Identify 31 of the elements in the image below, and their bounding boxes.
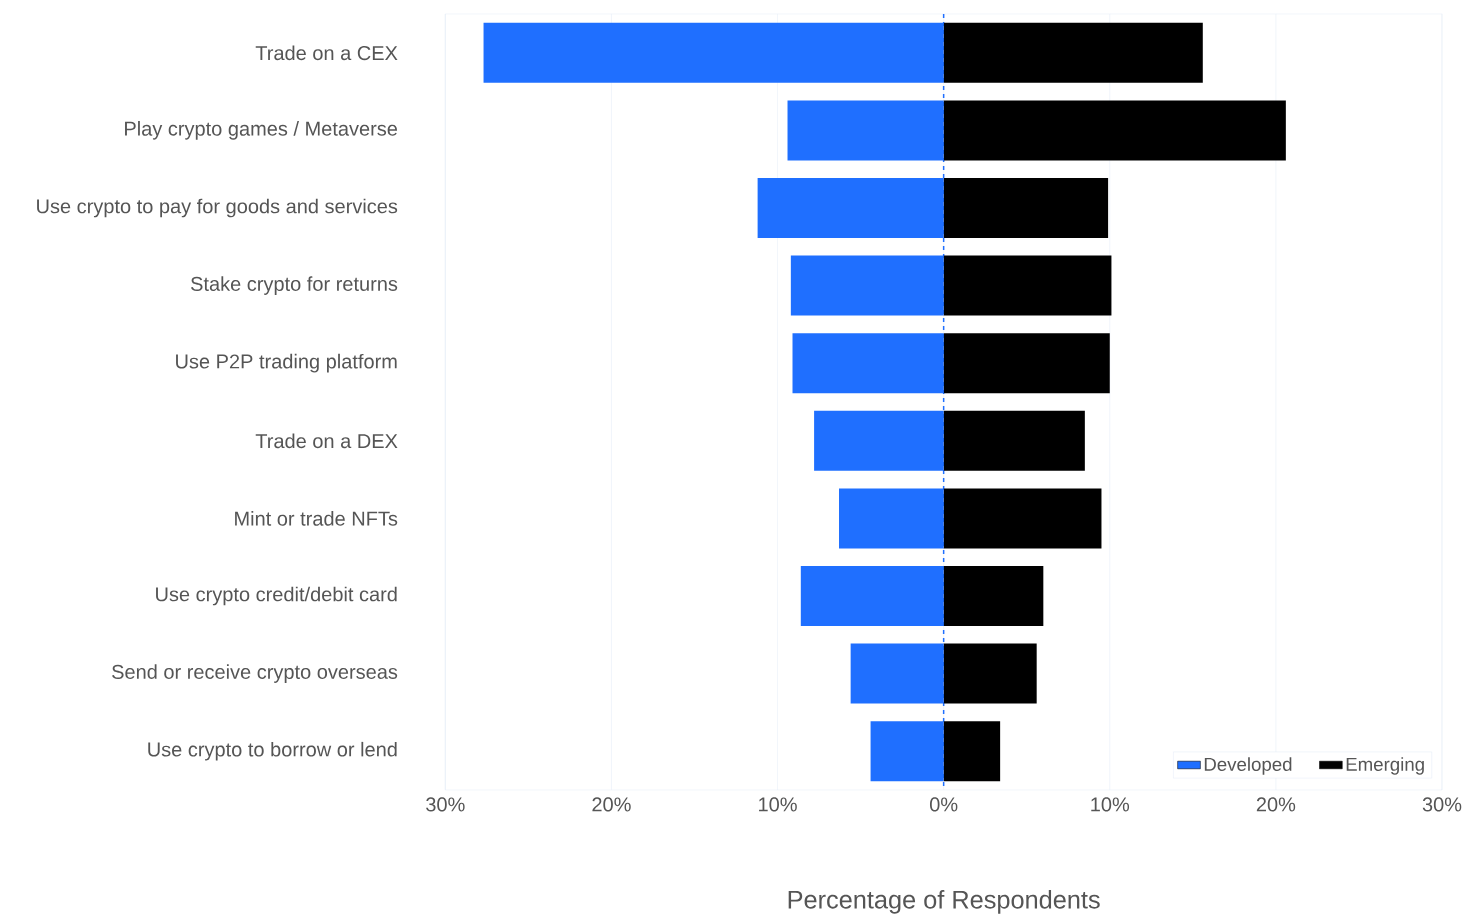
bar <box>943 178 1109 238</box>
x-axis-title: Percentage of Respondents <box>788 890 1100 914</box>
bar <box>943 488 1102 549</box>
x-tick-label: 10% <box>1091 797 1130 812</box>
x-tick-label: 30% <box>426 797 465 812</box>
bar <box>943 643 1037 704</box>
bar <box>943 721 1001 782</box>
legend-label: Emerging <box>1346 757 1424 775</box>
y-tick-label: Use crypto credit/debit card <box>156 586 397 606</box>
x-tick-label: 30% <box>1422 797 1462 812</box>
y-tick-label: Mint or trade NFTs <box>235 511 398 526</box>
bar <box>943 333 1110 394</box>
legend-label: Developed <box>1204 757 1292 775</box>
x-tick-label: 10% <box>759 797 797 812</box>
bar <box>943 255 1112 316</box>
x-tick-label: 20% <box>592 797 631 812</box>
y-tick-label: Send or receive crypto overseas <box>112 664 398 683</box>
x-tick-label: 0% <box>929 797 958 812</box>
bar <box>943 100 1286 161</box>
y-tick-label: Use crypto to borrow or lend <box>148 741 397 761</box>
y-tick-label: Stake crypto for returns <box>191 276 398 295</box>
y-tick-label: Use P2P trading platform <box>176 353 397 373</box>
y-tick-label: Play crypto games / Metaverse <box>125 121 398 140</box>
y-tick-label: Use crypto to pay for goods and services <box>37 198 398 218</box>
bar <box>943 22 1203 83</box>
x-tick-label: 20% <box>1256 797 1296 812</box>
y-tick-label: Trade on a DEX <box>255 433 398 449</box>
y-tick-label: Trade on a CEX <box>255 45 398 61</box>
bar <box>943 410 1085 471</box>
bar <box>800 566 944 626</box>
bar <box>943 566 1044 626</box>
